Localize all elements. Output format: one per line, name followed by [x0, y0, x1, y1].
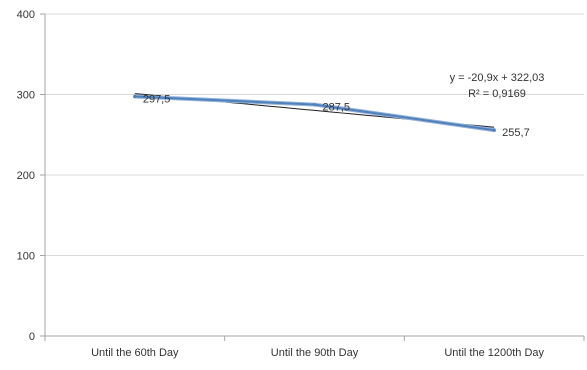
data-label: 255,7	[502, 127, 530, 139]
data-label: 287,5	[323, 102, 351, 114]
data-point	[313, 103, 316, 107]
gridlines	[45, 13, 584, 256]
y-tick-label: 0	[29, 331, 35, 343]
x-tick-label: Until the 60th Day	[91, 347, 179, 359]
series-layer	[132, 94, 497, 133]
labels-layer: 0 100 200 300 400 Until the 60th Day Until the…	[17, 9, 545, 359]
data-point	[492, 128, 496, 132]
trendline-r-squared: R² = 0,9169	[468, 88, 526, 100]
trendline-equation: y = -20,9x + 322,03	[450, 72, 545, 84]
y-tick-label: 100	[17, 251, 35, 263]
x-tick-label: Until the 90th Day	[271, 347, 359, 359]
x-tick-label: Until the 1200th Day	[444, 347, 544, 359]
data-label: 297,5	[143, 94, 171, 106]
series-line-outline	[132, 94, 497, 133]
y-tick-label: 200	[17, 170, 35, 182]
series-line	[133, 95, 496, 132]
y-tick-label: 300	[17, 90, 35, 102]
axes	[40, 13, 585, 341]
data-point	[133, 95, 137, 99]
y-tick-label: 400	[17, 9, 35, 21]
